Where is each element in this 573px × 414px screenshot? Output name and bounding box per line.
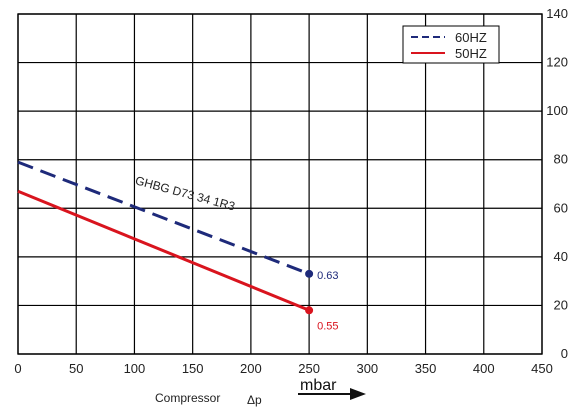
x-tick-label: 100 [124, 361, 146, 376]
x-tick-label: 0 [14, 361, 21, 376]
x-tick-label: 50 [69, 361, 83, 376]
series-group [17, 160, 314, 315]
y-tick-label: 20 [554, 297, 568, 312]
series-line-50hz [17, 189, 310, 312]
y-tick-label: 120 [546, 55, 568, 70]
legend-label-60hz: 60HZ [455, 30, 487, 45]
y-tick-label: 40 [554, 249, 568, 264]
plot-frame [17, 13, 543, 355]
series-line-60hz [17, 160, 310, 276]
y-tick-label: 0 [561, 346, 568, 361]
x-axis-symbol: Δp [247, 393, 262, 407]
legend-box [402, 25, 500, 64]
y-tick-label: 140 [546, 6, 568, 21]
x-tick-labels: 0 50 100 150 200 250 300 350 400 450 [14, 361, 552, 376]
x-tick-label: 450 [531, 361, 553, 376]
x-tick-label: 400 [473, 361, 495, 376]
x-tick-label: 200 [240, 361, 262, 376]
y-tick-label: 60 [554, 200, 568, 215]
legend-label-50hz: 50HZ [455, 46, 487, 61]
plot-border [17, 13, 543, 355]
x-tick-label: 150 [182, 361, 204, 376]
x-tick-label: 250 [298, 361, 320, 376]
endpoint-label-50hz: 0.55 [317, 320, 338, 332]
x-axis-label: Compressor [155, 391, 220, 405]
y-tick-labels: 0 20 40 60 80 100 120 140 [546, 6, 568, 361]
endpoint-label-60hz: 0.63 [317, 270, 338, 282]
y-tick-label: 80 [554, 152, 568, 167]
x-tick-label: 300 [356, 361, 378, 376]
unit-arrow-icon [298, 388, 366, 400]
y-tick-label: 100 [546, 103, 568, 118]
series-endpoint-50hz [305, 306, 314, 315]
unit-label: mbar [300, 377, 337, 394]
model-annotation: GHBG D73 34 1R3 [134, 173, 237, 213]
series-endpoint-60hz [305, 269, 314, 278]
x-tick-label: 350 [415, 361, 437, 376]
grid [17, 13, 543, 355]
